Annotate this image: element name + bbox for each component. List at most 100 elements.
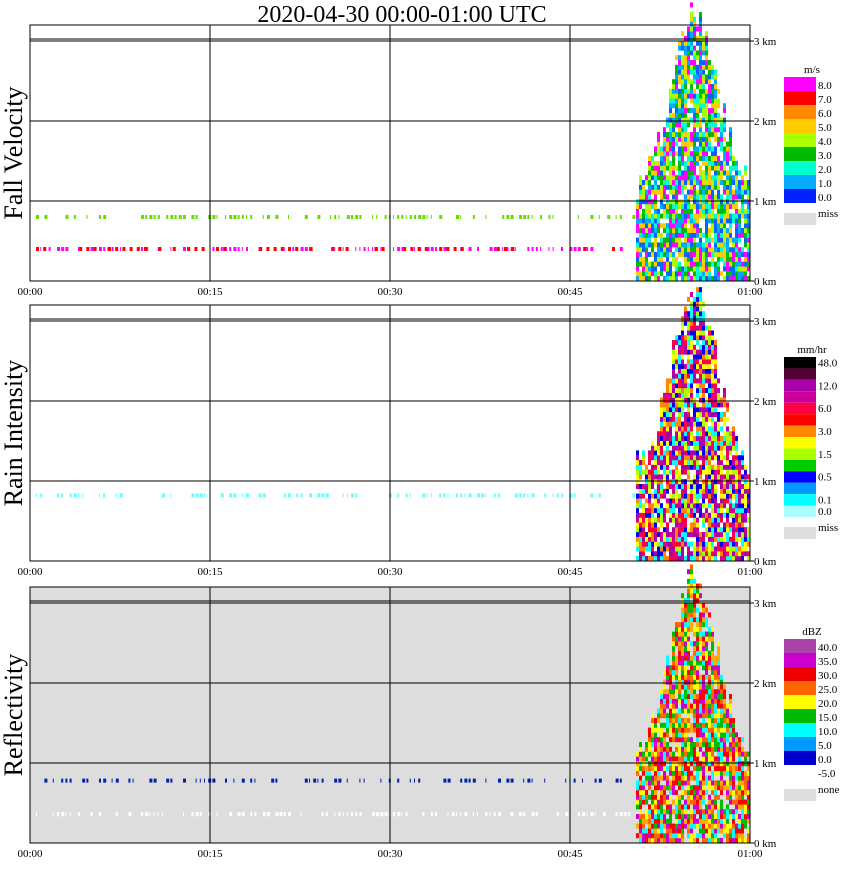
echo-band-cell xyxy=(477,247,479,251)
precip-cell xyxy=(702,785,705,791)
precip-cell xyxy=(723,512,726,518)
precip-cell xyxy=(699,708,702,714)
precip-cell xyxy=(657,828,660,834)
precip-cell xyxy=(684,311,687,317)
precip-cell xyxy=(702,340,705,345)
precip-cell xyxy=(702,622,705,627)
precip-cell xyxy=(681,112,684,118)
precip-cell xyxy=(654,256,657,262)
precip-cell xyxy=(705,546,708,552)
precip-cell xyxy=(675,373,678,379)
echo-band-cell xyxy=(418,215,422,219)
precip-cell xyxy=(687,602,690,608)
precip-cell xyxy=(732,455,735,461)
precip-cell xyxy=(663,551,666,557)
precip-cell xyxy=(702,160,705,166)
precip-cell xyxy=(696,617,699,623)
precip-cell xyxy=(690,583,693,589)
precip-cell xyxy=(672,551,675,557)
precip-cell xyxy=(654,146,657,152)
precip-cell xyxy=(654,522,657,528)
precip-cell xyxy=(690,588,693,594)
echo-band-cell xyxy=(223,247,227,251)
precip-cell xyxy=(684,761,687,767)
precip-cell xyxy=(747,838,750,843)
precip-cell xyxy=(666,136,669,142)
echo-band-cell xyxy=(345,247,349,251)
precip-cell xyxy=(699,266,702,272)
precip-cell xyxy=(666,223,669,229)
echo-band-cell xyxy=(69,812,71,817)
precip-cell xyxy=(645,204,648,209)
precip-cell xyxy=(681,670,684,675)
precip-cell xyxy=(708,746,711,752)
precip-cell xyxy=(702,436,705,441)
precip-cell xyxy=(738,252,741,257)
precip-cell xyxy=(705,742,708,747)
precip-cell xyxy=(636,503,639,509)
echo-band-cell xyxy=(273,247,277,251)
precip-cell xyxy=(699,335,702,341)
precip-cell xyxy=(699,785,702,791)
precip-cell xyxy=(684,127,687,133)
precip-cell xyxy=(687,431,690,437)
precip-cell xyxy=(711,713,714,719)
precip-cell xyxy=(729,527,732,533)
precip-cell xyxy=(717,127,720,133)
precip-cell xyxy=(744,237,747,243)
precip-cell xyxy=(690,26,693,32)
precip-cell xyxy=(693,775,696,781)
echo-band-cell xyxy=(409,215,412,219)
precip-cell xyxy=(717,416,720,422)
precip-cell xyxy=(735,474,738,480)
precip-cell xyxy=(684,698,687,704)
precip-cell xyxy=(744,170,747,176)
precip-cell xyxy=(741,247,744,253)
precip-event xyxy=(636,287,750,561)
echo-band-cell xyxy=(86,215,88,219)
precip-cell xyxy=(690,165,693,171)
precip-cell xyxy=(702,132,705,137)
echo-band-cell xyxy=(460,215,462,219)
echo-band-cell xyxy=(321,493,325,498)
precip-cell xyxy=(666,445,669,451)
precip-cell xyxy=(702,818,705,824)
precip-cell xyxy=(696,103,699,109)
precip-cell xyxy=(705,146,708,152)
precip-cell xyxy=(702,397,705,403)
precip-cell xyxy=(726,271,729,277)
precip-cell xyxy=(678,536,681,542)
precip-cell xyxy=(666,213,669,219)
echo-band-cell xyxy=(363,778,365,783)
echo-band-cell xyxy=(275,778,278,783)
precip-cell xyxy=(669,517,672,523)
echo-band-cell xyxy=(212,778,216,783)
precip-cell xyxy=(705,64,708,70)
precip-cell xyxy=(696,445,699,451)
precip-cell xyxy=(636,799,639,805)
precip-cell xyxy=(717,261,720,267)
precip-cell xyxy=(747,493,750,499)
precip-cell xyxy=(639,746,642,752)
precip-cell xyxy=(657,151,660,157)
precip-cell xyxy=(636,517,639,523)
precip-cell xyxy=(651,440,654,446)
precip-cell xyxy=(657,746,660,752)
precip-cell xyxy=(723,146,726,152)
precip-cell xyxy=(669,132,672,137)
precip-cell xyxy=(672,170,675,176)
precip-cell xyxy=(732,790,735,795)
echo-band-cell xyxy=(372,247,373,251)
precip-cell xyxy=(723,464,726,470)
precip-cell xyxy=(681,74,684,80)
precip-cell xyxy=(696,823,699,829)
colorbar-label: 6.0 xyxy=(818,108,832,120)
precip-cell xyxy=(711,541,714,547)
colorbar-swatch xyxy=(784,147,816,161)
precip-cell xyxy=(672,460,675,465)
precip-cell xyxy=(657,218,660,224)
precip-cell xyxy=(690,670,693,675)
precip-cell xyxy=(672,631,675,637)
precip-cell xyxy=(735,556,738,561)
precip-cell xyxy=(720,708,723,714)
